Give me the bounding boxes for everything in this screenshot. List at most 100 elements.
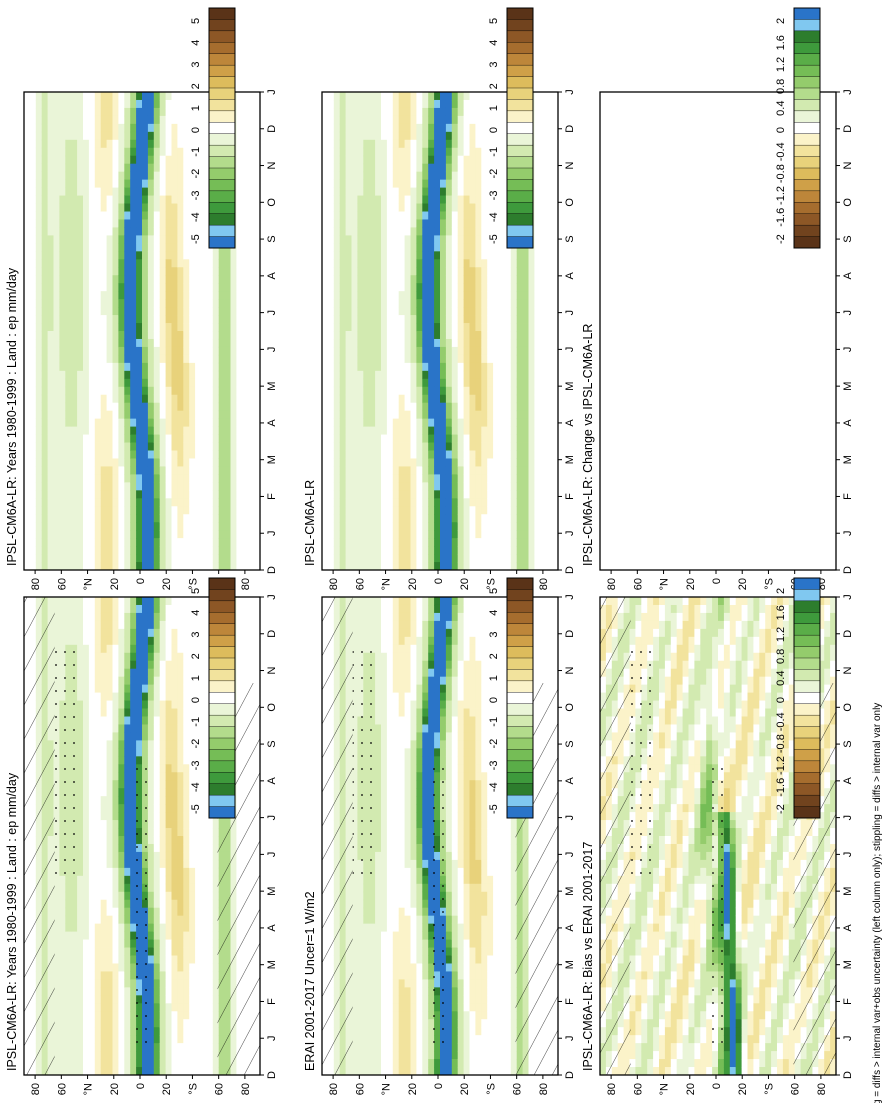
heatmap-cell (124, 498, 130, 506)
heatmap-cell (154, 956, 160, 964)
heatmap-cell (48, 291, 54, 299)
heatmap-cell (231, 451, 237, 459)
heatmap-cell (154, 156, 160, 164)
heatmap-cell (118, 709, 124, 717)
heatmap-cell (130, 685, 136, 693)
heatmap-cell (160, 732, 166, 740)
heatmap-cell (59, 1003, 65, 1011)
heatmap-cell (54, 164, 60, 172)
heatmap-cell (83, 371, 89, 379)
heatmap-cell (172, 605, 178, 613)
heatmap-cell (124, 355, 130, 363)
heatmap-cell (95, 717, 101, 725)
heatmap-cell (130, 554, 136, 562)
heatmap-cell (89, 379, 95, 387)
heatmap-cell (207, 530, 213, 538)
heatmap-cell (101, 212, 107, 220)
heatmap-cell (189, 645, 195, 653)
heatmap-cell (166, 796, 172, 804)
heatmap-cell (148, 164, 154, 172)
heatmap-cell (42, 132, 48, 140)
heatmap-cell (213, 458, 219, 466)
lat-tick-label: 0 (135, 1083, 147, 1089)
heatmap-cell (166, 860, 172, 868)
heatmap-cell (113, 764, 119, 772)
heatmap-cell (154, 554, 160, 562)
heatmap-cell (136, 212, 142, 220)
heatmap-cell (248, 645, 254, 653)
heatmap-cell (148, 724, 154, 732)
heatmap-cell (59, 621, 65, 629)
heatmap-cell (154, 235, 160, 243)
heatmap-cell (95, 1035, 101, 1043)
heatmap-cell (177, 764, 183, 772)
heatmap-cell (89, 156, 95, 164)
heatmap-cell (113, 275, 119, 283)
heatmap-cell (166, 291, 172, 299)
heatmap-cell (201, 1043, 207, 1051)
heatmap-cell (183, 466, 189, 474)
heatmap-cell (42, 188, 48, 196)
heatmap-cell (95, 724, 101, 732)
heatmap-cell (89, 411, 95, 419)
heatmap-cell (65, 892, 71, 900)
heatmap-cell (101, 419, 107, 427)
heatmap-cell (83, 92, 89, 100)
heatmap-cell (101, 458, 107, 466)
heatmap-cell (177, 530, 183, 538)
heatmap-cell (166, 908, 172, 916)
heatmap-cell (77, 995, 83, 1003)
heatmap-cell (113, 235, 119, 243)
heatmap-cell (89, 852, 95, 860)
heatmap-cell (107, 995, 113, 1003)
heatmap-cell (183, 299, 189, 307)
heatmap-cell (172, 132, 178, 140)
heatmap-cell (183, 196, 189, 204)
heatmap-cell (48, 251, 54, 259)
heatmap-cell (113, 403, 119, 411)
heatmap-cell (124, 597, 130, 605)
heatmap-cell (166, 530, 172, 538)
heatmap-cell (124, 892, 130, 900)
heatmap-cell (30, 419, 36, 427)
heatmap-cell (95, 482, 101, 490)
heatmap-cell (142, 132, 148, 140)
heatmap-cell (160, 172, 166, 180)
heatmap-cell (59, 458, 65, 466)
heatmap-cell (160, 204, 166, 212)
heatmap-cell (236, 645, 242, 653)
heatmap-cell (113, 92, 119, 100)
heatmap-cell (36, 299, 42, 307)
heatmap-cell (160, 419, 166, 427)
heatmap-cell (172, 204, 178, 212)
heatmap-cell (118, 971, 124, 979)
heatmap-cell (154, 1067, 160, 1075)
heatmap-cell (142, 307, 148, 315)
heatmap-cell (124, 538, 130, 546)
heatmap-cell (118, 637, 124, 645)
heatmap-cell (225, 387, 231, 395)
heatmap-cell (189, 267, 195, 275)
heatmap-cell (42, 403, 48, 411)
heatmap-cell (166, 979, 172, 987)
heatmap-cell (195, 987, 201, 995)
heatmap-cell (89, 979, 95, 987)
heatmap-cell (154, 514, 160, 522)
heatmap-cell (54, 363, 60, 371)
heatmap-cell (201, 427, 207, 435)
heatmap-cell (154, 474, 160, 482)
heatmap-cell (207, 1059, 213, 1067)
heatmap-cell (177, 884, 183, 892)
heatmap-cell (172, 613, 178, 621)
heatmap-cell (148, 219, 154, 227)
heatmap-cell (89, 108, 95, 116)
heatmap-cell (189, 522, 195, 530)
heatmap-cell (242, 451, 248, 459)
heatmap-cell (95, 940, 101, 948)
heatmap-cell (71, 259, 77, 267)
heatmap-cell (166, 772, 172, 780)
heatmap-cell (30, 251, 36, 259)
heatmap-cell (48, 482, 54, 490)
heatmap-cell (248, 196, 254, 204)
heatmap-cell (54, 124, 60, 132)
